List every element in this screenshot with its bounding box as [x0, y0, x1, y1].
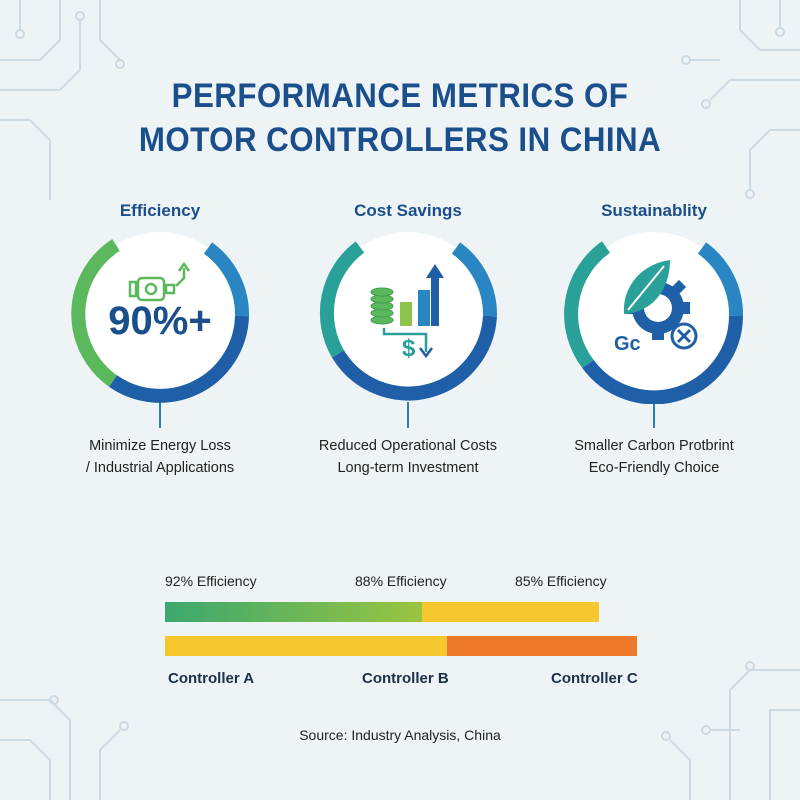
connector-line [407, 402, 409, 428]
metric-description: Smaller Carbon Protbrint Eco-Friendly Ch… [544, 435, 764, 479]
controller-c-label: Controller C [551, 670, 638, 687]
description-line-2: Eco-Friendly Choice [588, 460, 720, 476]
metric-heading: Sustainablity [601, 201, 707, 220]
metric-heading: Cost Savings [354, 201, 462, 220]
gc-icon-text: Gc [614, 333, 641, 355]
controller-bar-orange [447, 636, 637, 656]
motor-efficiency-icon [128, 261, 191, 302]
page-title: PERFORMANCE METRICS OF MOTOR CONTROLLERS… [32, 74, 768, 162]
bar-label-a-efficiency: 92% Efficiency [165, 573, 257, 589]
efficiency-bar-yellow [422, 602, 599, 622]
circuit-decoration-bottom-left [0, 695, 129, 800]
efficiency-ring [71, 232, 250, 403]
description-line-1: Smaller Carbon Protbrint [574, 438, 734, 454]
description-line-1: Minimize Energy Loss [89, 438, 231, 454]
metric-cost-savings: Cost Savings $ Reduced Operational Costs… [298, 198, 518, 479]
connector-line [159, 402, 161, 428]
metric-heading: Efficiency [119, 201, 201, 220]
controller-bar-yellow [165, 636, 447, 656]
source-note: Source: Industry Analysis, China [299, 727, 501, 743]
efficiency-bar-green [165, 602, 422, 622]
cost-savings-ring: $ [319, 232, 498, 401]
sustainability-ring: Gc [564, 232, 744, 404]
metric-description: Reduced Operational Costs Long-term Inve… [298, 435, 518, 479]
metric-description: Minimize Energy Loss / Industrial Applic… [50, 435, 270, 479]
controller-b-label: Controller B [362, 670, 449, 687]
metric-sustainability: Sustainablity Gc Smaller Carbon Protbrin… [544, 198, 764, 479]
svg-text:$: $ [402, 335, 416, 362]
description-line-2: / Industrial Applications [85, 460, 235, 476]
metric-efficiency: Efficiency 90%+ Minimize Energy Loss / I… [50, 198, 270, 479]
coins-chart-dollar-icon: $ [370, 264, 444, 362]
circuit-decoration-bottom-right [661, 661, 800, 800]
description-line-1: Reduced Operational Costs [318, 438, 498, 454]
controller-a-label: Controller A [168, 670, 255, 687]
title-line-2: MOTOR CONTROLLERS IN CHINA [138, 121, 662, 159]
leaf-gear-icon: Gc [614, 260, 698, 355]
bar-label-b-efficiency: 88% Efficiency [355, 573, 447, 589]
connector-line [653, 402, 655, 428]
bar-label-c-efficiency: 85% Efficiency [515, 573, 607, 589]
efficiency-value: 90%+ [108, 299, 212, 343]
description-line-2: Long-term Investment [337, 460, 479, 476]
title-line-1: PERFORMANCE METRICS OF [171, 77, 629, 115]
